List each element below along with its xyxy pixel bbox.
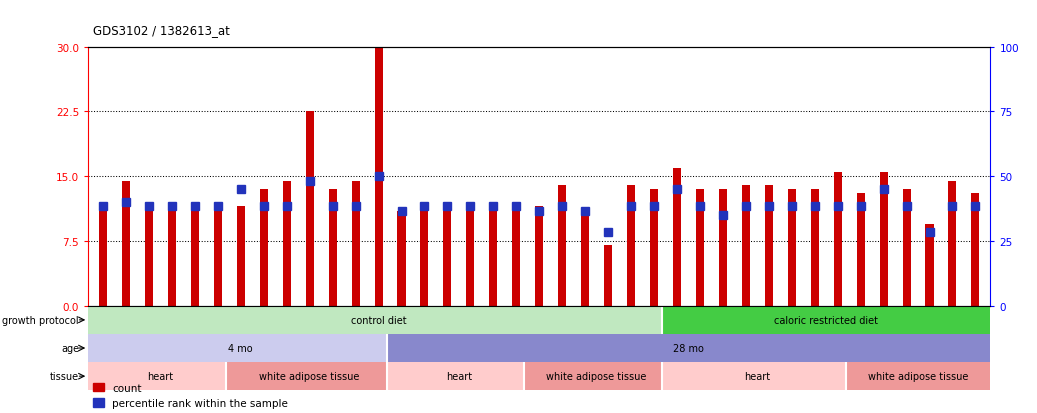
Bar xyxy=(662,306,990,334)
Bar xyxy=(467,211,474,306)
Bar xyxy=(145,207,153,306)
Bar xyxy=(88,362,232,390)
Text: control diet: control diet xyxy=(351,315,407,325)
Bar xyxy=(902,190,910,306)
Text: white adipose tissue: white adipose tissue xyxy=(259,371,360,381)
Bar xyxy=(88,334,393,362)
Bar xyxy=(949,181,956,306)
Bar xyxy=(512,211,521,306)
Bar xyxy=(214,211,222,306)
Bar xyxy=(811,190,819,306)
Bar xyxy=(397,211,405,306)
Bar xyxy=(972,194,979,306)
Bar xyxy=(525,362,669,390)
Bar xyxy=(387,362,531,390)
Bar xyxy=(673,168,681,306)
Bar xyxy=(168,207,176,306)
Bar xyxy=(374,47,383,306)
Bar xyxy=(605,246,612,306)
Bar xyxy=(627,185,635,306)
Text: 4 mo: 4 mo xyxy=(228,343,253,353)
Bar xyxy=(535,207,543,306)
Bar xyxy=(283,181,290,306)
Bar xyxy=(834,173,842,306)
Bar xyxy=(122,181,130,306)
Bar xyxy=(846,362,990,390)
Text: 28 mo: 28 mo xyxy=(673,343,704,353)
Bar xyxy=(662,362,852,390)
Bar xyxy=(259,190,268,306)
Text: heart: heart xyxy=(745,371,770,381)
Text: growth protocol: growth protocol xyxy=(2,315,79,325)
Text: age: age xyxy=(61,343,79,353)
Bar xyxy=(788,190,795,306)
Text: heart: heart xyxy=(446,371,472,381)
Bar xyxy=(558,185,566,306)
Legend: count, percentile rank within the sample: count, percentile rank within the sample xyxy=(93,383,288,408)
Bar xyxy=(925,224,933,306)
Bar xyxy=(857,194,865,306)
Text: white adipose tissue: white adipose tissue xyxy=(546,371,647,381)
Bar xyxy=(879,173,888,306)
Bar xyxy=(581,211,589,306)
Bar xyxy=(306,112,313,306)
Bar xyxy=(387,334,990,362)
Bar xyxy=(88,306,669,334)
Text: caloric restricted diet: caloric restricted diet xyxy=(775,315,878,325)
Bar xyxy=(696,190,704,306)
Bar xyxy=(352,181,360,306)
Bar xyxy=(650,190,658,306)
Bar xyxy=(741,185,750,306)
Bar xyxy=(226,362,393,390)
Bar xyxy=(191,211,199,306)
Bar xyxy=(764,185,773,306)
Bar xyxy=(420,207,428,306)
Bar xyxy=(236,207,245,306)
Text: tissue: tissue xyxy=(50,371,79,381)
Text: GDS3102 / 1382613_at: GDS3102 / 1382613_at xyxy=(93,24,230,37)
Text: white adipose tissue: white adipose tissue xyxy=(868,371,969,381)
Bar xyxy=(100,211,107,306)
Bar xyxy=(444,211,451,306)
Bar xyxy=(719,190,727,306)
Bar xyxy=(489,207,498,306)
Text: heart: heart xyxy=(147,371,173,381)
Bar xyxy=(329,190,337,306)
